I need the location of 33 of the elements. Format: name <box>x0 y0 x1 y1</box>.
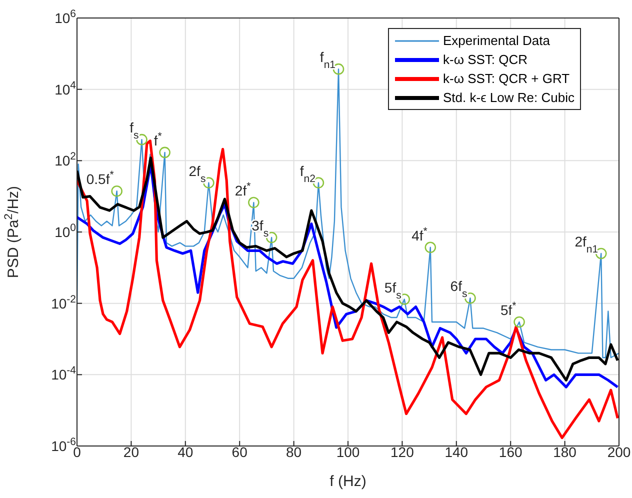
x-axis-title: f (Hz) <box>330 473 366 490</box>
y-tick-label: 10$^{0}$ <box>54 222 76 240</box>
x-tick-label: 40 <box>178 444 194 460</box>
x-tick-label: 60 <box>232 444 248 460</box>
legend-label: Std. k-ϵ Low Re: Cubic <box>443 90 574 105</box>
annotation: 2f$_{n1}$ <box>574 233 598 256</box>
annotation: 5f$_{s}$ <box>384 279 402 302</box>
annotation: 2f$_{s}$ <box>188 162 206 185</box>
annotation: 6f$_{s}$ <box>450 278 468 300</box>
x-tick-label: 180 <box>553 444 577 460</box>
annotation: f$_{n1}$ <box>320 49 336 72</box>
x-tick-label: 100 <box>336 444 360 460</box>
y-tick-label: 10$^{4}$ <box>54 79 76 98</box>
x-tick-label: 80 <box>286 444 302 460</box>
legend-label: k-ω SST: QCR + GRT <box>443 71 570 86</box>
annotation: 2f$^{*}$ <box>234 180 251 199</box>
x-tick-label: 20 <box>123 444 140 460</box>
y-tick-label: 10$^{-4}$ <box>51 364 76 383</box>
annotation: f$^{*}$ <box>154 130 162 148</box>
y-tick-label: 10$^{2}$ <box>54 150 76 169</box>
x-tick-label: 120 <box>390 444 414 460</box>
legend-label: k-ω SST: QCR <box>443 52 528 67</box>
x-tick-label: 200 <box>607 444 631 460</box>
x-tick-label: 140 <box>444 444 468 460</box>
legend-label: Experimental Data <box>443 33 550 48</box>
annotation: f$_{s}$ <box>130 120 139 142</box>
annotation: 0.5f$^{*}$ <box>86 169 114 188</box>
annotation: 4f$^{*}$ <box>412 225 428 244</box>
annotation: 5f$^{*}$ <box>500 300 516 318</box>
annotation: f$_{n2}$ <box>300 162 316 185</box>
y-tick-label: 10$^{6}$ <box>54 8 76 26</box>
y-tick-label: 10$^{-2}$ <box>51 293 76 312</box>
x-tick-label: 160 <box>498 444 522 460</box>
